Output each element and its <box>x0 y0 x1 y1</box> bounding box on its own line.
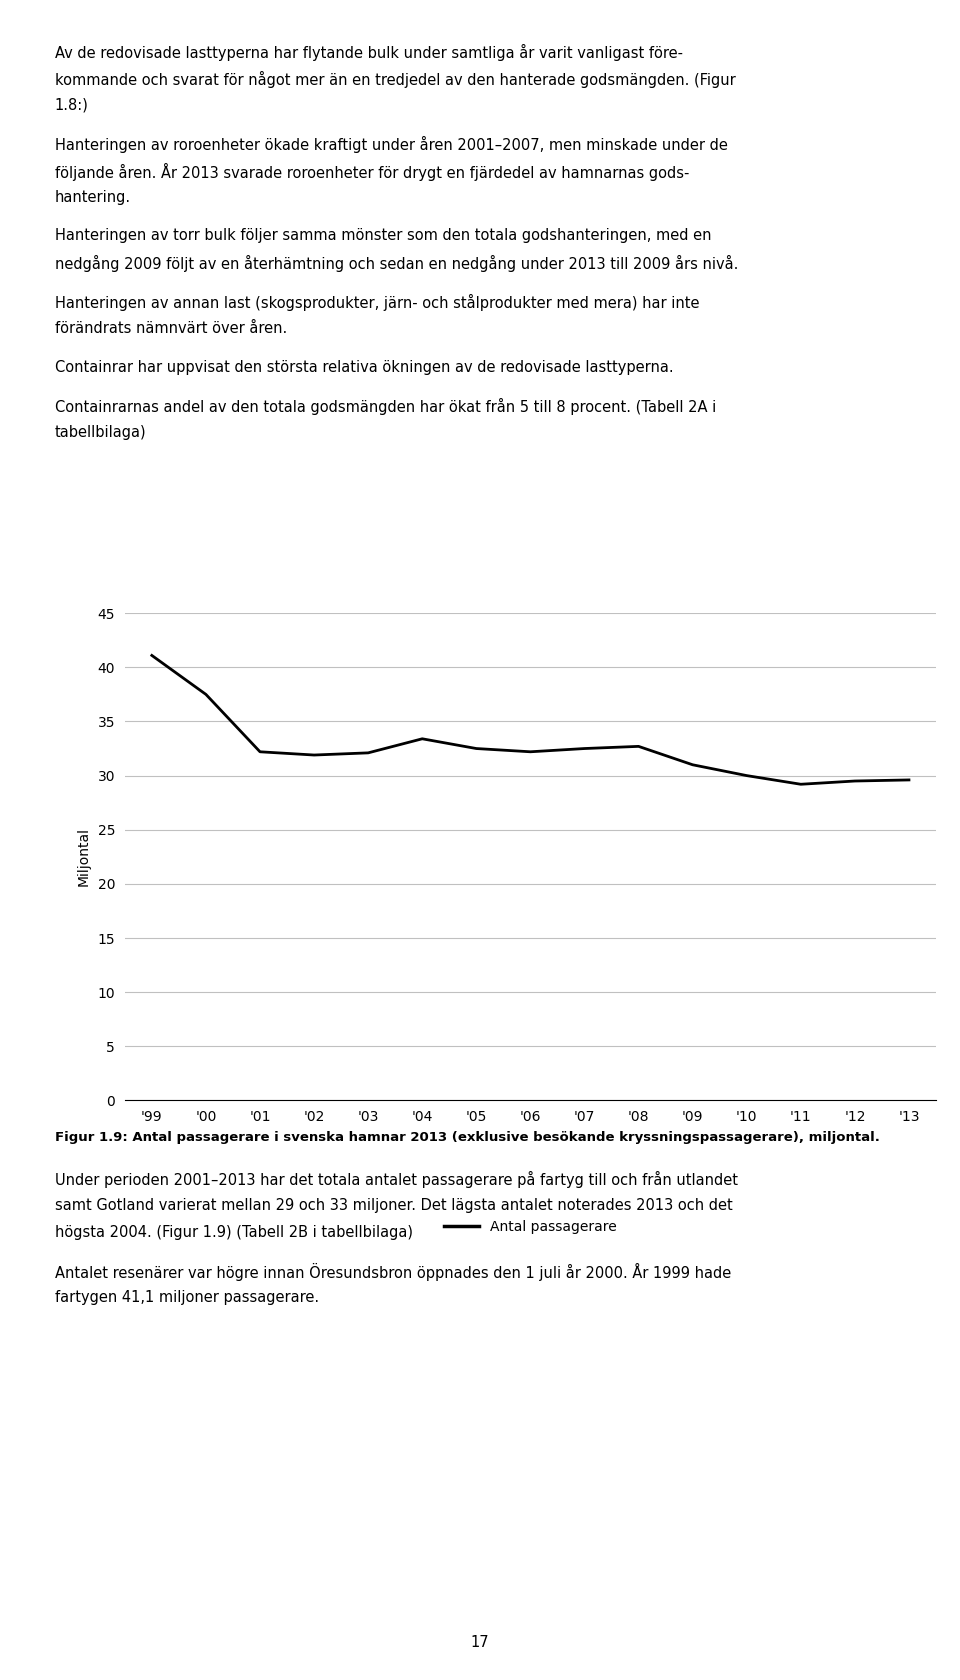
Text: samt Gotland varierat mellan 29 och 33 miljoner. Det lägsta antalet noterades 20: samt Gotland varierat mellan 29 och 33 m… <box>55 1198 732 1213</box>
Text: hantering.: hantering. <box>55 190 131 205</box>
Text: 1.8:): 1.8:) <box>55 97 88 113</box>
Text: tabellbilaga): tabellbilaga) <box>55 425 146 440</box>
Text: 17: 17 <box>470 1635 490 1650</box>
Text: Hanteringen av roroenheter ökade kraftigt under åren 2001–2007, men minskade und: Hanteringen av roroenheter ökade kraftig… <box>55 136 728 153</box>
Text: nedgång 2009 följt av en återhämtning och sedan en nedgång under 2013 till 2009 : nedgång 2009 följt av en återhämtning oc… <box>55 255 738 272</box>
Text: Containrarnas andel av den totala godsmängden har ökat från 5 till 8 procent. (T: Containrarnas andel av den totala godsmä… <box>55 398 716 415</box>
Text: Hanteringen av annan last (skogsprodukter, järn- och stålprodukter med mera) har: Hanteringen av annan last (skogsprodukte… <box>55 294 699 311</box>
Text: Av de redovisade lasttyperna har flytande bulk under samtliga år varit vanligast: Av de redovisade lasttyperna har flytand… <box>55 44 683 60</box>
Text: Containrar har uppvisat den största relativa ökningen av de redovisade lasttyper: Containrar har uppvisat den största rela… <box>55 360 673 375</box>
Text: Antalet resenärer var högre innan Öresundsbron öppnades den 1 juli år 2000. År 1: Antalet resenärer var högre innan Öresun… <box>55 1263 731 1282</box>
Text: Under perioden 2001–2013 har det totala antalet passagerare på fartyg till och f: Under perioden 2001–2013 har det totala … <box>55 1171 737 1188</box>
Y-axis label: Miljontal: Miljontal <box>77 827 90 887</box>
Text: kommande och svarat för något mer än en tredjedel av den hanterade godsmängden. : kommande och svarat för något mer än en … <box>55 71 735 87</box>
Text: förändrats nämnvärt över åren.: förändrats nämnvärt över åren. <box>55 321 287 336</box>
Legend: Antal passagerare: Antal passagerare <box>439 1215 622 1240</box>
Text: högsta 2004. (Figur 1.9) (Tabell 2B i tabellbilaga): högsta 2004. (Figur 1.9) (Tabell 2B i ta… <box>55 1225 413 1240</box>
Text: fartygen 41,1 miljoner passagerare.: fartygen 41,1 miljoner passagerare. <box>55 1290 319 1305</box>
Text: Figur 1.9: Antal passagerare i svenska hamnar 2013 (exklusive besökande kryssnin: Figur 1.9: Antal passagerare i svenska h… <box>55 1131 879 1144</box>
Text: Hanteringen av torr bulk följer samma mönster som den totala godshanteringen, me: Hanteringen av torr bulk följer samma mö… <box>55 228 711 244</box>
Text: följande åren. År 2013 svarade roroenheter för drygt en fjärdedel av hamnarnas g: följande åren. År 2013 svarade roroenhet… <box>55 163 689 181</box>
